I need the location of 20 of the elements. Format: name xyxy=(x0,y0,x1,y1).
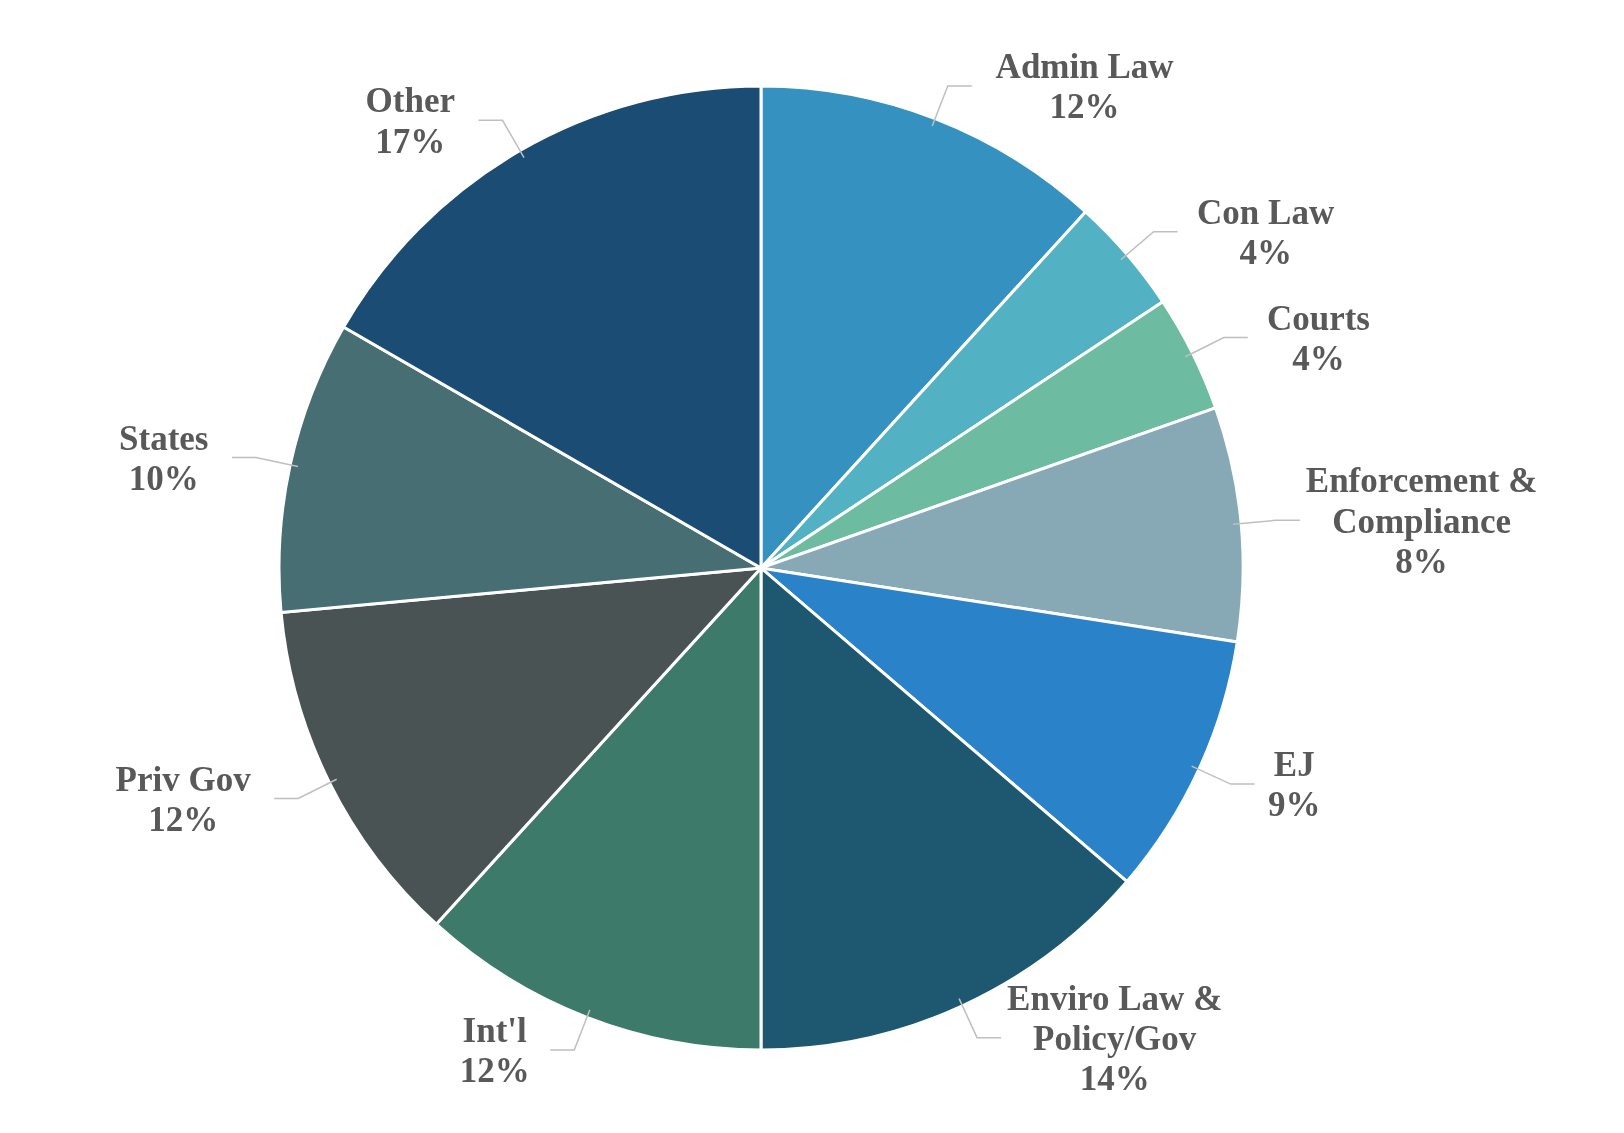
slice-label: States xyxy=(119,418,209,458)
slice-label: Admin Law xyxy=(995,47,1175,87)
data-label: 8% xyxy=(1395,541,1448,581)
data-label: 4% xyxy=(1239,233,1292,273)
slice-label: Enforcement & Compliance xyxy=(1305,461,1538,541)
data-label: 10% xyxy=(128,458,199,498)
data-label: 14% xyxy=(1079,1059,1150,1099)
data-label: 12% xyxy=(1049,87,1120,127)
data-label: 4% xyxy=(1292,338,1345,378)
slice-label: Other xyxy=(365,81,455,121)
slice-label: Int'l xyxy=(462,1011,527,1051)
slice-label: Priv Gov xyxy=(115,759,252,799)
slice-label: Courts xyxy=(1266,298,1370,338)
data-label: 12% xyxy=(148,799,219,839)
data-label: 12% xyxy=(459,1051,530,1091)
slice-label: Con Law xyxy=(1197,192,1335,232)
slice-label: Enviro Law & Policy/Gov xyxy=(1007,978,1223,1058)
slice-label: EJ xyxy=(1273,745,1315,785)
data-label: 17% xyxy=(375,121,446,161)
data-label: 9% xyxy=(1267,785,1321,825)
